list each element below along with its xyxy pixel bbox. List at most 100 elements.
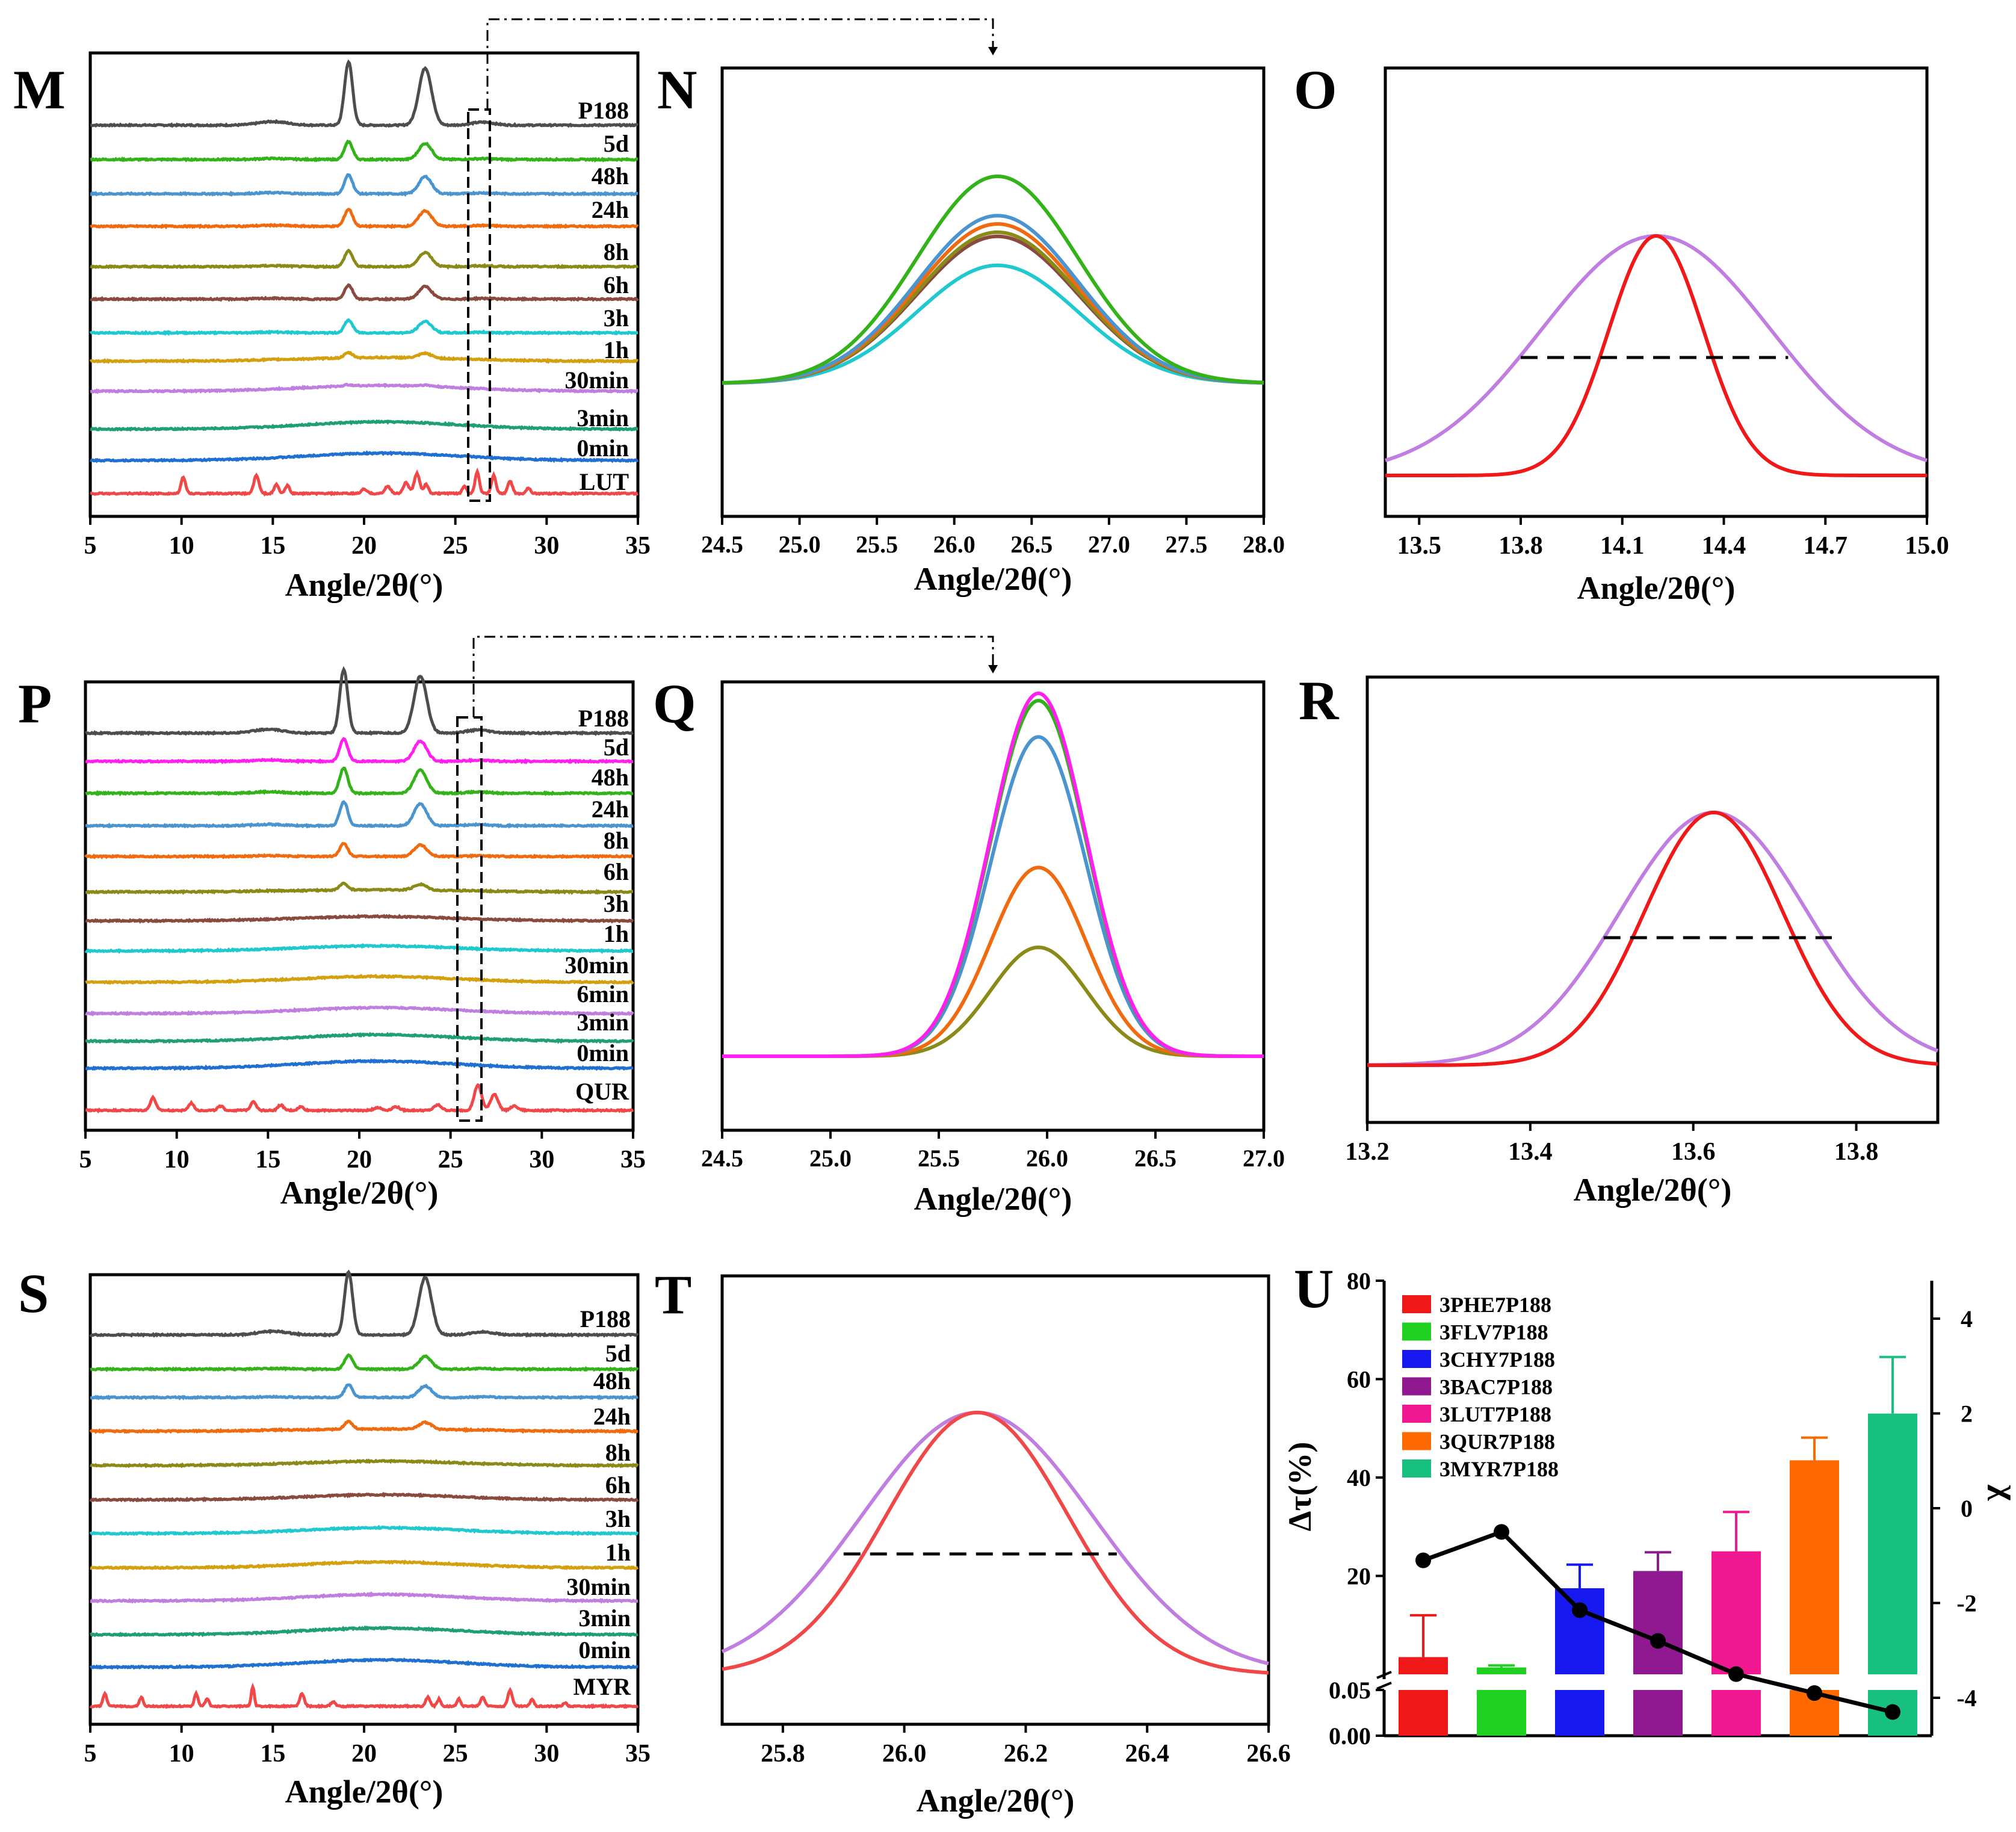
x-tick-label-P: 10	[164, 1146, 190, 1174]
series-label-P-6min: 6min	[577, 980, 629, 1007]
series-label-M-24h: 24h	[592, 196, 629, 223]
x-tick-label-T: 25.8	[761, 1740, 805, 1768]
plot-M: P188 5d 48h 24h 8h 6h 3h 1h 30min 3min 0min LUT 5 10 1…	[84, 59, 651, 560]
series-line-S-0min	[89, 1657, 639, 1670]
x-tick-label-S: 20	[351, 1740, 377, 1768]
connector-M-N	[472, 18, 994, 717]
series-line-P-0min	[85, 1058, 634, 1071]
series-label-M-3min: 3min	[577, 404, 629, 432]
xlabel-P: Angle/2θ(°)	[280, 1175, 439, 1211]
series-label-P-3h: 3h	[604, 890, 629, 917]
x-tick-label-Q: 25.0	[809, 1145, 852, 1172]
series-label-P-P188: P188	[578, 705, 629, 732]
series-line-M-30min	[90, 383, 639, 395]
chi-point-3MYR7P188	[1885, 1704, 1900, 1720]
x-tick-label-P: 35	[620, 1146, 646, 1174]
x-tick-label-P: 25	[438, 1146, 463, 1174]
chi-point-3BAC7P188	[1650, 1633, 1666, 1649]
x-tick-label-O: 13.5	[1397, 532, 1442, 560]
xlabel-M: Angle/2θ(°)	[285, 567, 444, 603]
x-tick-label-S: 35	[625, 1740, 651, 1768]
right-tick-label: -2	[1956, 1590, 1976, 1617]
series-line-M-P188	[90, 59, 639, 128]
chi-point-3PHE7P188	[1415, 1552, 1431, 1568]
panel-label-U: U	[1294, 1258, 1334, 1319]
x-tick-label-P: 5	[79, 1146, 92, 1174]
bar-lower-3PHE7P188	[1399, 1690, 1448, 1736]
x-tick-label-S: 25	[443, 1740, 468, 1768]
axis-break-mark	[1376, 1671, 1392, 1690]
right-tick-label: 2	[1961, 1400, 1973, 1428]
series-line-Q-48h	[722, 699, 1264, 1058]
series-line-M-5d	[90, 139, 639, 163]
series-label-S-1h: 1h	[605, 1539, 631, 1566]
series-label-P-8h: 8h	[604, 827, 629, 854]
legend-swatch-3FLV7P188	[1402, 1322, 1431, 1341]
zoom-box-P	[456, 716, 483, 1122]
plot-R: 13.2 13.4 13.6 13.8	[1345, 810, 1939, 1166]
x-tick-label-O: 13.8	[1498, 532, 1543, 560]
series-label-M-6h: 6h	[604, 271, 629, 299]
xlabel-O: Angle/2θ(°)	[1577, 570, 1736, 606]
panel-label-P: P	[18, 673, 52, 734]
series-label-S-6h: 6h	[605, 1471, 631, 1499]
series-line-S-48h	[90, 1383, 639, 1400]
series-line-Q-6h	[722, 945, 1264, 1058]
x-tick-label-O: 14.1	[1600, 532, 1645, 560]
series-line-M-48h	[90, 173, 639, 197]
x-tick-label-T: 26.4	[1125, 1740, 1169, 1768]
panel-Q: Q 24.5 25.0 25.5 26.0 26.5 27.0 Angle/2θ(°)	[653, 673, 1285, 1217]
series-line-N-3h	[722, 263, 1264, 385]
left-tick-label: 0.05	[1329, 1677, 1371, 1704]
plot-frame-R	[1365, 675, 1940, 1124]
plot-O: 13.5 13.8 14.1 14.4 14.7 15.0	[1385, 234, 1949, 560]
xlabel-T: Angle/2θ(°)	[917, 1783, 1075, 1819]
panel-label-O: O	[1294, 59, 1337, 120]
plot-frame-N	[720, 66, 1266, 518]
legend-swatch-3LUT7P188	[1402, 1405, 1431, 1423]
panel-label-M: M	[13, 59, 66, 120]
legend-label-3FLV7P188: 3FLV7P188	[1439, 1320, 1548, 1345]
series-line-P-3min	[85, 1032, 634, 1044]
x-tick-label-R: 13.6	[1671, 1138, 1716, 1166]
panel-M: M P188 5d 48h 24h 8h 6h 3h 1h 30min 3min 0min LUT 5 1…	[13, 51, 651, 603]
series-label-P-24h: 24h	[592, 796, 629, 823]
series-line-S-30min	[90, 1591, 639, 1604]
panel-label-Q: Q	[653, 673, 696, 734]
series-line-Q-5d	[722, 691, 1264, 1058]
series-line-Q-8h	[722, 865, 1264, 1058]
series-label-M-0min: 0min	[577, 435, 629, 462]
series-label-M-LUT: LUT	[580, 468, 629, 495]
x-tick-label-M: 30	[534, 532, 559, 560]
panel-label-R: R	[1299, 670, 1340, 731]
y-axis-label-right: χ	[1987, 1484, 2016, 1501]
x-tick-label-O: 15.0	[1905, 532, 1949, 560]
x-tick-label-N: 25.5	[856, 531, 898, 558]
plot-frame-O	[1384, 66, 1929, 518]
xlabel-Q: Angle/2θ(°)	[914, 1181, 1072, 1217]
series-line-P-3h	[85, 914, 634, 924]
series-line-T-broad	[721, 1410, 1269, 1666]
x-tick-label-S: 30	[534, 1740, 559, 1768]
series-line-N-6h	[722, 234, 1264, 385]
bar-3QUR7P188	[1790, 1460, 1839, 1674]
series-line-N-48h	[722, 214, 1264, 385]
x-tick-label-N: 24.5	[701, 531, 743, 558]
bar-lower-3LUT7P188	[1711, 1690, 1761, 1736]
x-tick-label-O: 14.7	[1804, 532, 1848, 560]
x-tick-label-Q: 27.0	[1243, 1145, 1285, 1172]
plot-frame-M	[88, 51, 640, 518]
plot-U: 20 40 60 80 0.00 0.05 -4 -2 0 2 4 Δτ(%) χ 3PHE7P188 3F…	[1282, 1267, 2016, 1750]
x-tick-label-M: 15	[260, 532, 285, 560]
series-line-Q-24h	[722, 735, 1264, 1058]
x-tick-label-S: 15	[260, 1740, 285, 1768]
series-label-P-3min: 3min	[577, 1009, 629, 1036]
plot-frame-Q	[720, 680, 1266, 1132]
series-label-P-6h: 6h	[604, 858, 629, 885]
series-line-P-P188	[84, 666, 634, 737]
series-line-P-QUR	[85, 1083, 634, 1113]
series-label-P-0min: 0min	[577, 1039, 629, 1066]
